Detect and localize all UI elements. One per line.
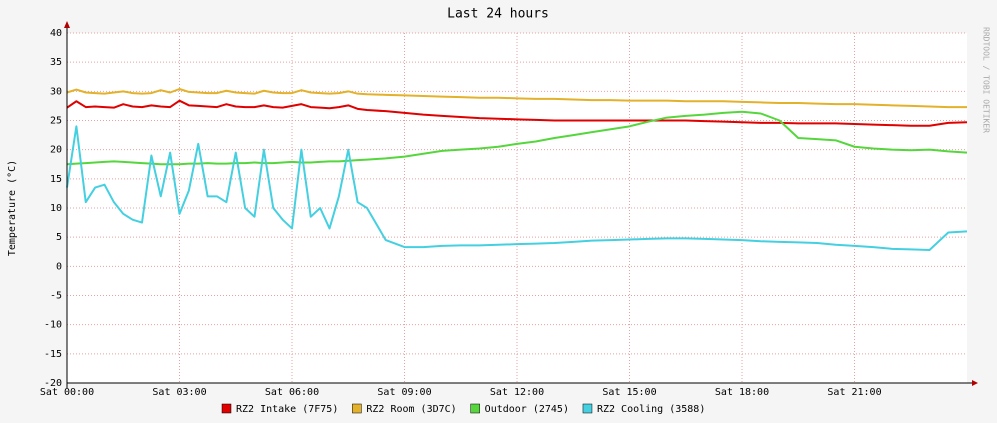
legend: RZ2 Intake (7F75) RZ2 Room (3D7C) Outdoor … <box>221 403 705 415</box>
y-tick-label: 10 <box>50 203 62 214</box>
y-tick-label: -15 <box>44 349 62 360</box>
y-tick-label: -20 <box>44 378 62 389</box>
series-line <box>66 125 968 251</box>
y-tick-label: -5 <box>50 291 62 302</box>
x-tick-label: Sat 03:00 <box>152 387 206 398</box>
axes <box>64 21 978 388</box>
y-tick-label: 5 <box>56 232 62 243</box>
legend-swatch <box>582 403 593 414</box>
y-tick-label: 30 <box>50 86 62 97</box>
y-axis-label: Temperature (°C) <box>7 160 18 256</box>
legend-label: RZ2 Room (3D7C) <box>366 404 456 415</box>
legend-label: Outdoor (2745) <box>485 404 569 415</box>
series-line <box>66 99 968 127</box>
lines <box>66 88 968 251</box>
x-tick-label: Sat 21:00 <box>827 387 881 398</box>
x-tick-label: Sat 15:00 <box>602 387 656 398</box>
y-arrow <box>64 21 70 28</box>
x-tick-label: Sat 18:00 <box>715 387 769 398</box>
x-tick-label: Sat 00:00 <box>40 387 94 398</box>
x-tick-label: Sat 12:00 <box>490 387 544 398</box>
series-line <box>66 88 967 109</box>
x-arrow <box>972 380 978 386</box>
chart-title: Last 24 hours <box>447 7 549 22</box>
y-tick-label: 0 <box>56 261 62 272</box>
y-tick-label: 20 <box>50 145 62 156</box>
watermark: RRDTOOL / TOBI OETIKER <box>982 27 991 133</box>
legend-label: RZ2 Cooling (3588) <box>597 404 705 415</box>
x-tick-label: Sat 06:00 <box>265 387 319 398</box>
grid <box>66 32 967 384</box>
tick-labels: -20 -15 -10 -5 0 5 10 15 20 25 30 35 40 Sat 00:00 Sat … <box>40 28 882 398</box>
legend-swatch <box>352 403 362 414</box>
y-tick-label: -10 <box>44 320 62 331</box>
legend-label: RZ2 Intake (7F75) <box>236 404 338 415</box>
y-tick-label: 35 <box>50 57 62 68</box>
y-tick-label: 15 <box>50 174 62 185</box>
y-tick-label: 25 <box>50 116 62 127</box>
x-tick-label: Sat 09:00 <box>377 387 431 398</box>
legend-swatch <box>470 403 480 414</box>
y-tick-label: 40 <box>50 28 62 39</box>
legend-swatch <box>221 403 232 414</box>
